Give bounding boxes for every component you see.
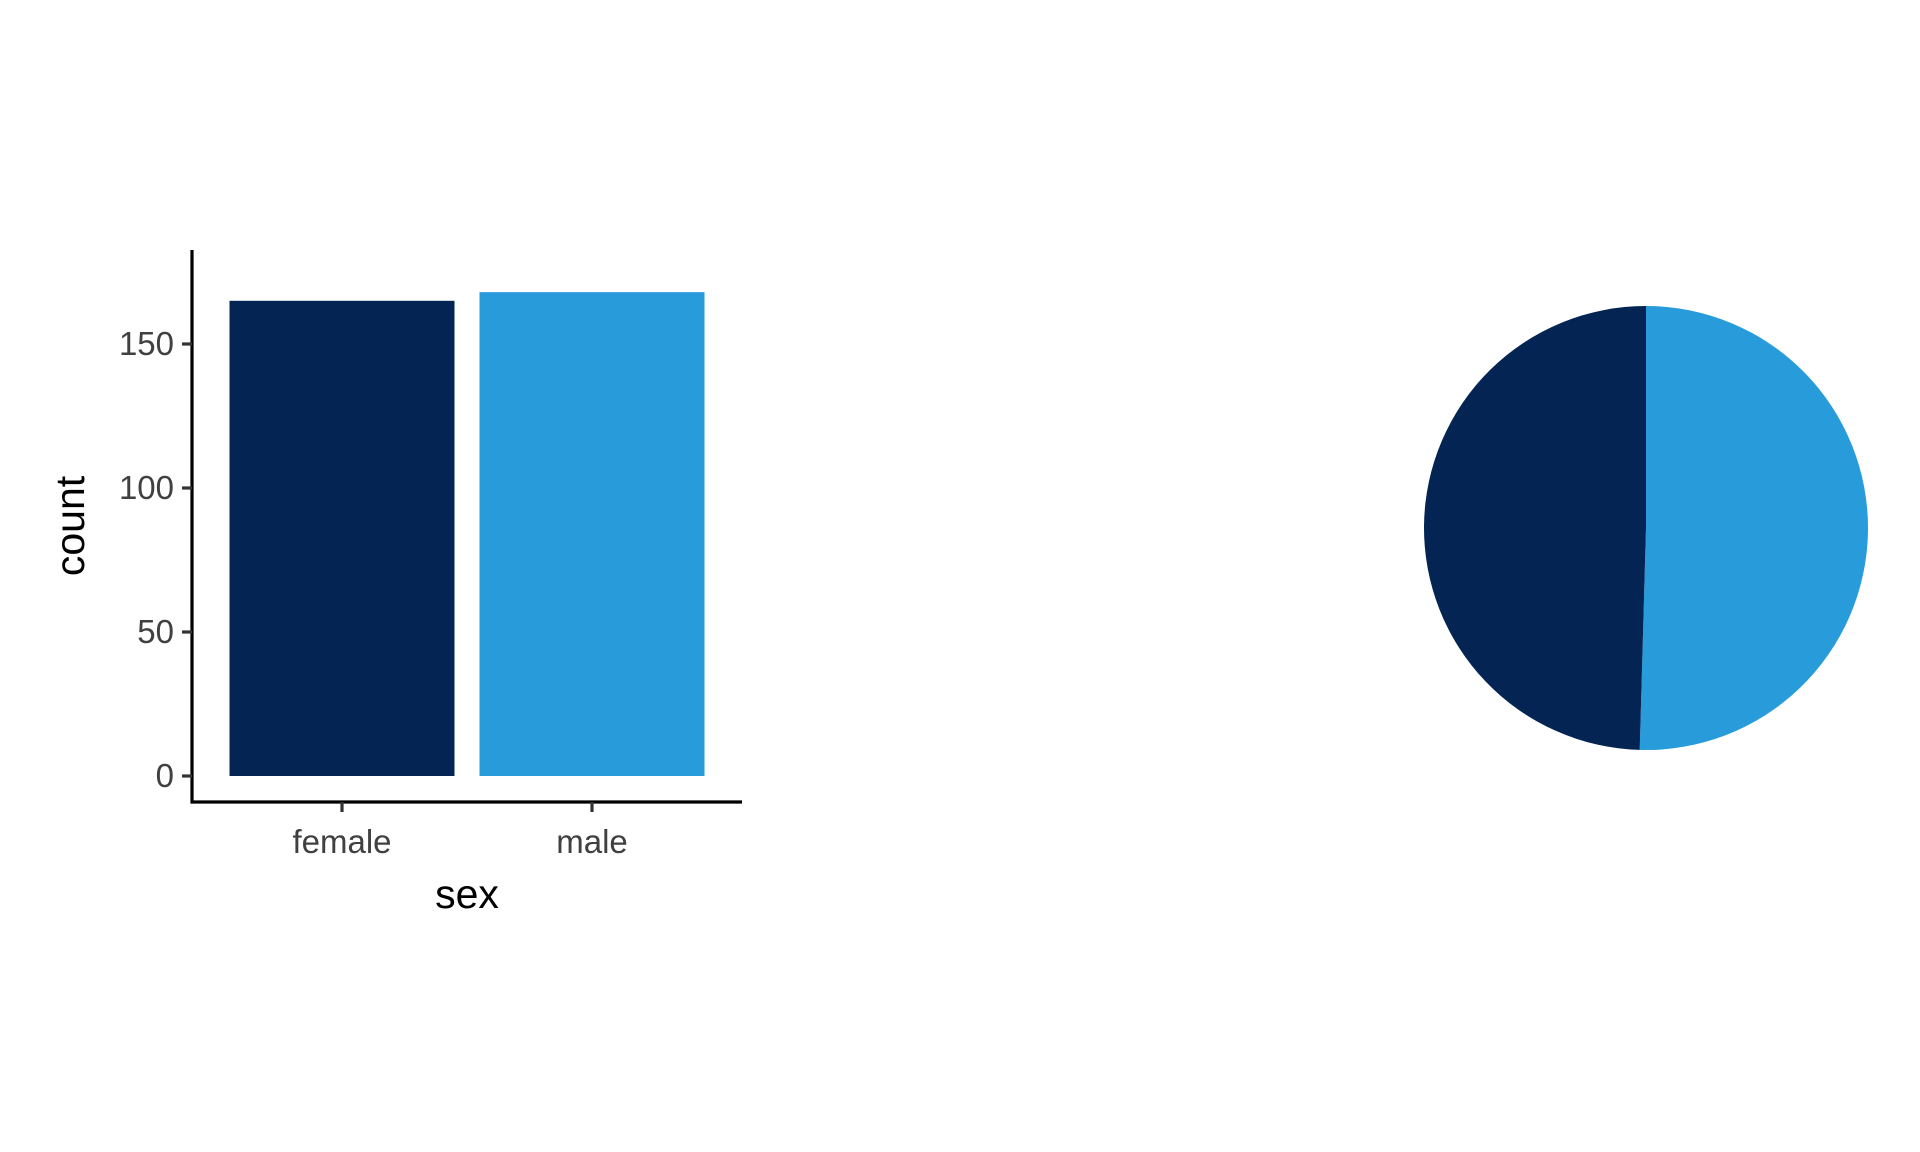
- y-tick-label: 0: [156, 757, 174, 794]
- x-tick-label: female: [292, 823, 391, 860]
- y-tick-label: 50: [137, 613, 174, 650]
- bar-chart: 0 50 100 150 female male sex count: [47, 250, 742, 917]
- pie-chart: [1423, 306, 1868, 750]
- pie-slice-male: [1639, 306, 1868, 750]
- bar-series: [229, 292, 705, 776]
- x-tick-label: male: [556, 823, 628, 860]
- x-axis-title: sex: [435, 871, 499, 917]
- y-tick-label: 100: [119, 469, 174, 506]
- bar-male: [479, 292, 705, 776]
- x-axis-ticks: female male: [292, 802, 628, 860]
- pie-slice-female: [1423, 306, 1646, 750]
- bar-female: [229, 300, 455, 776]
- y-axis-ticks: 0 50 100 150: [119, 325, 192, 794]
- y-axis-title: count: [47, 475, 93, 576]
- y-tick-label: 150: [119, 325, 174, 362]
